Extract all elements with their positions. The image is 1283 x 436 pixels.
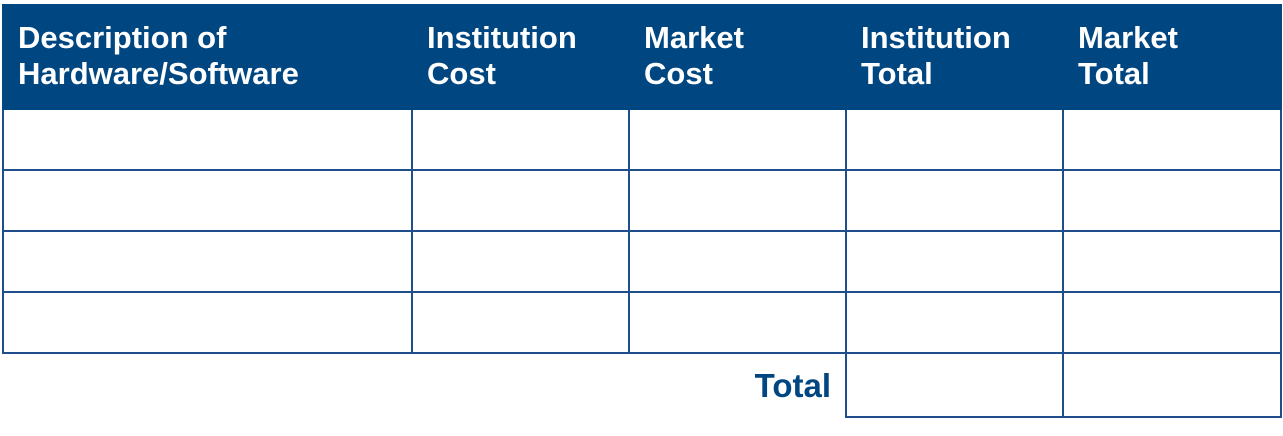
- market-cost-cell[interactable]: [629, 231, 846, 292]
- table-row: [3, 292, 1281, 353]
- table-row: [3, 109, 1281, 170]
- cost-table-sheet: Description of Hardware/Software Institu…: [2, 4, 1280, 418]
- institution-cost-cell[interactable]: [412, 109, 629, 170]
- table-row: [3, 231, 1281, 292]
- description-cell[interactable]: [3, 231, 412, 292]
- institution-total-cell[interactable]: [846, 109, 1063, 170]
- header-market-cost: Market Cost: [629, 5, 846, 109]
- institution-total-cell[interactable]: [846, 292, 1063, 353]
- market-total-sum-cell[interactable]: [1063, 353, 1281, 417]
- header-institution-cost-line1: Institution: [427, 20, 614, 56]
- hardware-software-cost-table: Description of Hardware/Software Institu…: [2, 4, 1282, 418]
- total-row: Total: [3, 353, 1281, 417]
- header-description: Description of Hardware/Software: [3, 5, 412, 109]
- header-market-cost-line1: Market: [644, 20, 831, 56]
- market-cost-cell[interactable]: [629, 292, 846, 353]
- header-institution-cost-line2: Cost: [427, 56, 614, 92]
- header-market-cost-line2: Cost: [644, 56, 831, 92]
- institution-cost-cell[interactable]: [412, 231, 629, 292]
- market-total-cell[interactable]: [1063, 170, 1281, 231]
- market-total-cell[interactable]: [1063, 292, 1281, 353]
- header-institution-total-line2: Total: [861, 56, 1048, 92]
- header-market-total: Market Total: [1063, 5, 1281, 109]
- table-row: [3, 170, 1281, 231]
- header-description-line1: Description of: [18, 20, 397, 56]
- header-market-total-line1: Market: [1078, 20, 1266, 56]
- institution-total-cell[interactable]: [846, 231, 1063, 292]
- institution-total-cell[interactable]: [846, 170, 1063, 231]
- market-cost-cell[interactable]: [629, 109, 846, 170]
- header-institution-total-line1: Institution: [861, 20, 1048, 56]
- description-cell[interactable]: [3, 292, 412, 353]
- market-total-cell[interactable]: [1063, 231, 1281, 292]
- institution-cost-cell[interactable]: [412, 292, 629, 353]
- institution-total-sum-cell[interactable]: [846, 353, 1063, 417]
- header-market-total-line2: Total: [1078, 56, 1266, 92]
- header-institution-total: Institution Total: [846, 5, 1063, 109]
- market-total-cell[interactable]: [1063, 109, 1281, 170]
- market-cost-cell[interactable]: [629, 170, 846, 231]
- header-row: Description of Hardware/Software Institu…: [3, 5, 1281, 109]
- total-label: Total: [3, 353, 846, 417]
- description-cell[interactable]: [3, 109, 412, 170]
- header-description-line2: Hardware/Software: [18, 56, 397, 92]
- description-cell[interactable]: [3, 170, 412, 231]
- institution-cost-cell[interactable]: [412, 170, 629, 231]
- header-institution-cost: Institution Cost: [412, 5, 629, 109]
